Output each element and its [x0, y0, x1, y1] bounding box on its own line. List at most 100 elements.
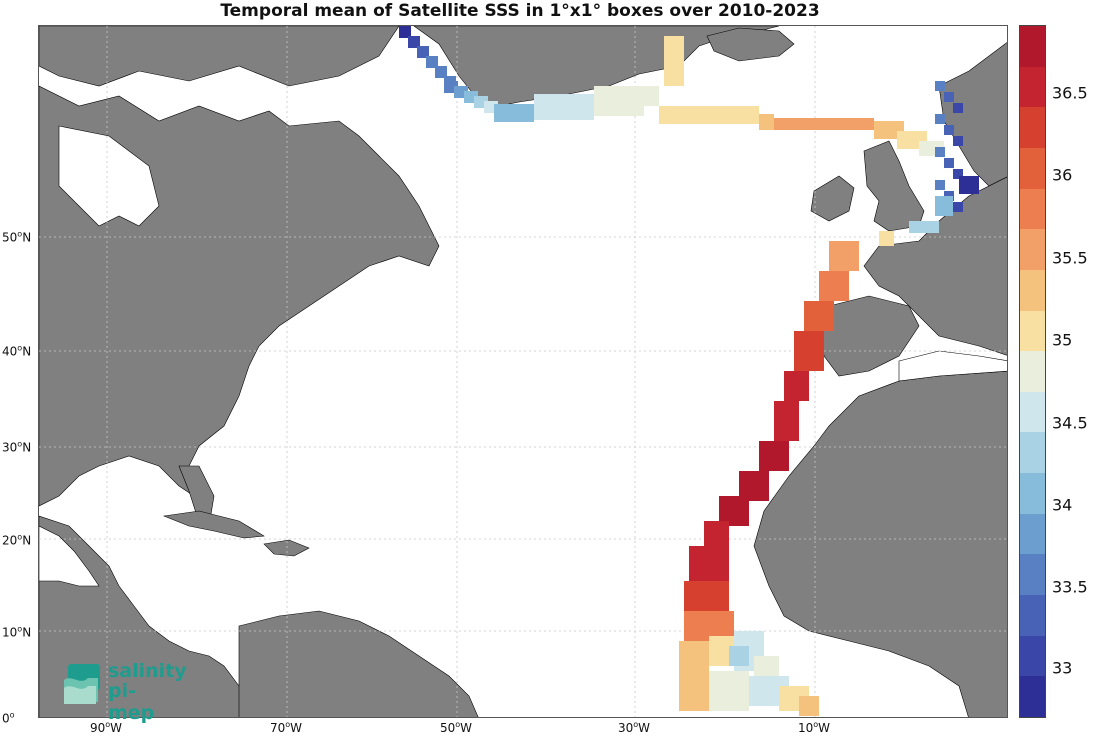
sss-cell [953, 202, 963, 212]
sss-cell [426, 56, 438, 68]
lat-label-40n: 40oN [2, 343, 32, 359]
sss-cell [879, 231, 894, 246]
sss-cell [417, 46, 429, 58]
lon-label-70w: 70oW [269, 720, 303, 735]
colorbar-segment [1020, 26, 1045, 68]
colorbar-segment [1020, 351, 1045, 393]
land-iceland [706, 27, 795, 62]
lat-label-20n: 20oN [2, 532, 32, 548]
colorbar-segment [1020, 432, 1045, 474]
sss-cell [408, 36, 420, 48]
sss-cell [689, 546, 729, 586]
sss-cell [819, 271, 849, 301]
colorbar-segment [1020, 676, 1045, 718]
sss-cell [953, 169, 963, 179]
sss-cell [659, 106, 759, 124]
sss-cell [774, 118, 874, 130]
colorbar-segment [1020, 147, 1045, 190]
logo-text-pimep: pi-mep [108, 680, 155, 724]
map-panel[interactable] [38, 25, 1008, 718]
sss-cell [935, 147, 945, 157]
sss-cell [679, 641, 709, 671]
land-arctic-islands [39, 26, 400, 87]
colorbar-tick: 36.5 [1052, 83, 1088, 103]
sss-cell [784, 371, 809, 401]
sss-cell [639, 86, 659, 106]
sss-cell [534, 94, 594, 120]
sss-cell [759, 441, 789, 471]
colorbar-segment [1020, 229, 1045, 271]
colorbar-segment [1020, 513, 1045, 555]
sss-cell [664, 36, 684, 86]
sss-cell [935, 196, 953, 216]
sss-cell [435, 66, 447, 78]
sss-cell [829, 241, 859, 271]
lon-label-50w: 50oW [439, 720, 473, 735]
sss-cell [935, 81, 945, 91]
sss-cells [399, 26, 979, 716]
colorbar-segment [1020, 473, 1045, 515]
waves-logo-icon [64, 664, 100, 704]
sss-cell [799, 696, 819, 716]
sss-cell [804, 301, 834, 331]
land-europe [863, 176, 1007, 356]
map-title: Temporal mean of Satellite SSS in 1°x1° … [220, 1, 820, 21]
sss-cell [944, 158, 954, 168]
land-great-britain [863, 140, 925, 232]
colorbar-tick: 36 [1052, 165, 1073, 185]
sss-cell [774, 401, 799, 441]
sss-cell [794, 331, 824, 371]
land-ireland [810, 175, 855, 222]
lat-label-50n: 50oN [2, 229, 32, 245]
sss-cell [399, 26, 411, 38]
sss-cell [874, 121, 904, 139]
sss-cell [944, 125, 954, 135]
colorbar-segment [1020, 391, 1045, 433]
sss-cell [684, 581, 729, 611]
lat-label-10n: 10oN [2, 624, 32, 640]
sss-cell [953, 103, 963, 113]
sss-cell [935, 180, 945, 190]
land-hispaniola [263, 539, 310, 557]
lat-label-0: 0o [2, 710, 15, 726]
colorbar-tick: 33.5 [1052, 577, 1088, 597]
lon-label-10w: 10oW [797, 720, 831, 735]
colorbar-segment [1020, 188, 1045, 230]
graticule [39, 26, 1007, 717]
sss-cell [909, 221, 939, 233]
lat-label-30n: 30oN [2, 439, 32, 455]
colorbar-segment [1020, 269, 1045, 312]
sss-cell [729, 646, 749, 666]
colorbar-tick: 35.5 [1052, 248, 1088, 268]
sss-cell [944, 92, 954, 102]
sss-cell [959, 176, 979, 194]
sss-cell [594, 86, 644, 116]
lon-label-90w: 90oW [89, 720, 123, 735]
sss-cell [754, 656, 779, 676]
sss-cell [494, 104, 534, 122]
sss-cell [709, 671, 749, 711]
lon-label-30w: 30oW [617, 720, 651, 735]
sss-cell [759, 114, 774, 130]
sss-cell [679, 671, 709, 711]
colorbar-tick: 35 [1052, 330, 1073, 350]
water-mediterranean [898, 350, 1007, 382]
water-hudson-bay [58, 125, 160, 227]
colorbar-segment [1020, 310, 1045, 352]
colorbar-tick: 33 [1052, 658, 1073, 678]
land-south-america [238, 610, 479, 717]
land-cuba [162, 510, 265, 539]
logo-text-salinity: salinity [108, 660, 187, 682]
colorbar-segment [1020, 554, 1045, 596]
sss-cell [953, 136, 963, 146]
colorbar-segment [1020, 66, 1045, 108]
salinity-pimep-logo: salinity pi-mep [62, 660, 187, 724]
sss-cell [935, 114, 945, 124]
colorbar-tick: 34 [1052, 495, 1073, 515]
colorbar-segment [1020, 107, 1045, 149]
colorbar [1019, 25, 1046, 718]
colorbar-segment [1020, 635, 1045, 677]
colorbar-tick: 34.5 [1052, 413, 1088, 433]
water-gulf-mexico [39, 525, 100, 587]
colorbar-segment [1020, 595, 1045, 637]
